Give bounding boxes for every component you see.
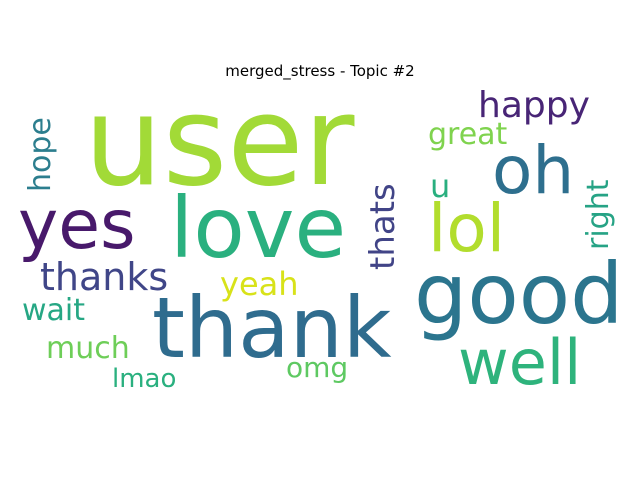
word-hope: hope <box>23 117 58 192</box>
word-lmao: lmao <box>112 364 177 394</box>
word-right: right <box>581 179 616 251</box>
word-oh: oh <box>492 132 575 209</box>
word-thats: thats <box>363 183 403 270</box>
word-good: good <box>414 245 624 343</box>
word-love: love <box>170 179 347 277</box>
word-wait: wait <box>22 293 86 328</box>
word-happy: happy <box>478 85 590 126</box>
word-thank: thank <box>152 279 392 377</box>
word-lol: lol <box>428 190 506 267</box>
word-well: well <box>458 326 582 399</box>
word-thanks: thanks <box>40 255 169 299</box>
word-yes: yes <box>18 186 136 265</box>
word-omg: omg <box>286 351 349 384</box>
word-u: u <box>430 167 451 205</box>
word-great: great <box>428 117 508 152</box>
chart-title: merged_stress - Topic #2 <box>225 62 415 80</box>
word-yeah: yeah <box>220 265 299 303</box>
word-much: much <box>46 331 130 366</box>
word-user: user <box>84 70 355 214</box>
